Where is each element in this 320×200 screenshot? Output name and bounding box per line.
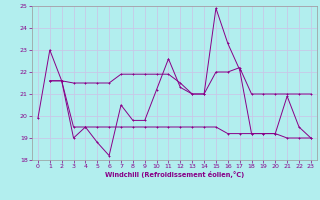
- X-axis label: Windchill (Refroidissement éolien,°C): Windchill (Refroidissement éolien,°C): [105, 171, 244, 178]
